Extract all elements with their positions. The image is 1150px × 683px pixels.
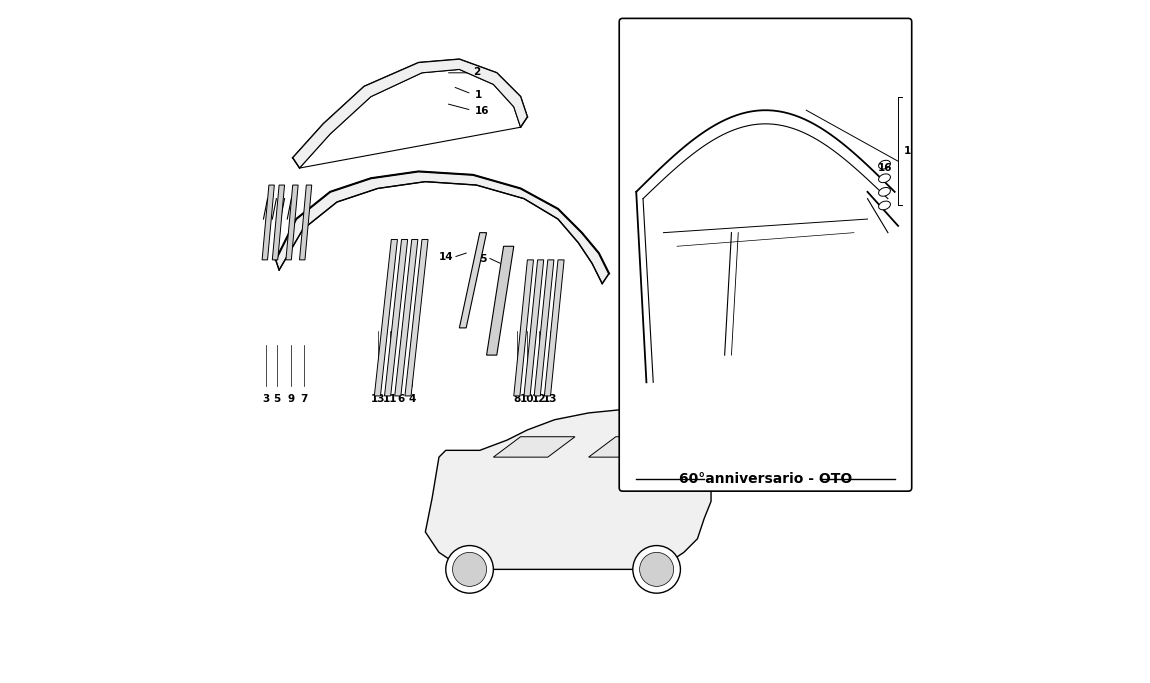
Text: 9: 9: [288, 394, 294, 404]
Polygon shape: [524, 260, 544, 396]
Text: 13: 13: [543, 394, 557, 404]
Ellipse shape: [879, 174, 890, 182]
Circle shape: [446, 546, 493, 593]
Text: 5: 5: [274, 394, 281, 404]
Text: 14: 14: [439, 252, 454, 262]
Text: 60°anniversario - OTO: 60°anniversario - OTO: [678, 472, 852, 486]
Text: 16: 16: [879, 163, 892, 173]
Text: 13: 13: [370, 394, 385, 404]
Circle shape: [639, 553, 674, 587]
Polygon shape: [384, 240, 407, 396]
Text: 10: 10: [520, 394, 535, 404]
Ellipse shape: [879, 187, 890, 196]
Text: 1: 1: [475, 89, 482, 100]
Polygon shape: [299, 185, 312, 260]
Text: 12: 12: [531, 394, 546, 404]
Polygon shape: [293, 59, 528, 168]
Polygon shape: [426, 410, 711, 570]
Polygon shape: [405, 240, 428, 396]
Polygon shape: [286, 185, 298, 260]
Polygon shape: [262, 185, 275, 260]
Text: 1: 1: [904, 146, 911, 156]
Text: 8: 8: [513, 394, 520, 404]
Text: 4: 4: [408, 394, 415, 404]
Polygon shape: [459, 233, 486, 328]
Polygon shape: [514, 260, 534, 396]
Polygon shape: [589, 436, 664, 457]
Text: 15: 15: [474, 253, 488, 264]
Circle shape: [453, 553, 486, 587]
Polygon shape: [276, 171, 610, 283]
Text: 7: 7: [300, 394, 307, 404]
Text: 3: 3: [262, 394, 270, 404]
Polygon shape: [375, 240, 398, 396]
Text: 16: 16: [475, 106, 490, 116]
Text: 2: 2: [473, 67, 481, 77]
Polygon shape: [544, 260, 565, 396]
Text: 6: 6: [397, 394, 405, 404]
Text: 11: 11: [383, 394, 397, 404]
Polygon shape: [394, 240, 417, 396]
Ellipse shape: [879, 201, 890, 210]
Circle shape: [632, 546, 681, 593]
Polygon shape: [486, 247, 514, 355]
Polygon shape: [493, 436, 575, 457]
Polygon shape: [535, 260, 554, 396]
FancyBboxPatch shape: [619, 18, 912, 491]
Polygon shape: [273, 185, 284, 260]
Ellipse shape: [879, 161, 890, 169]
